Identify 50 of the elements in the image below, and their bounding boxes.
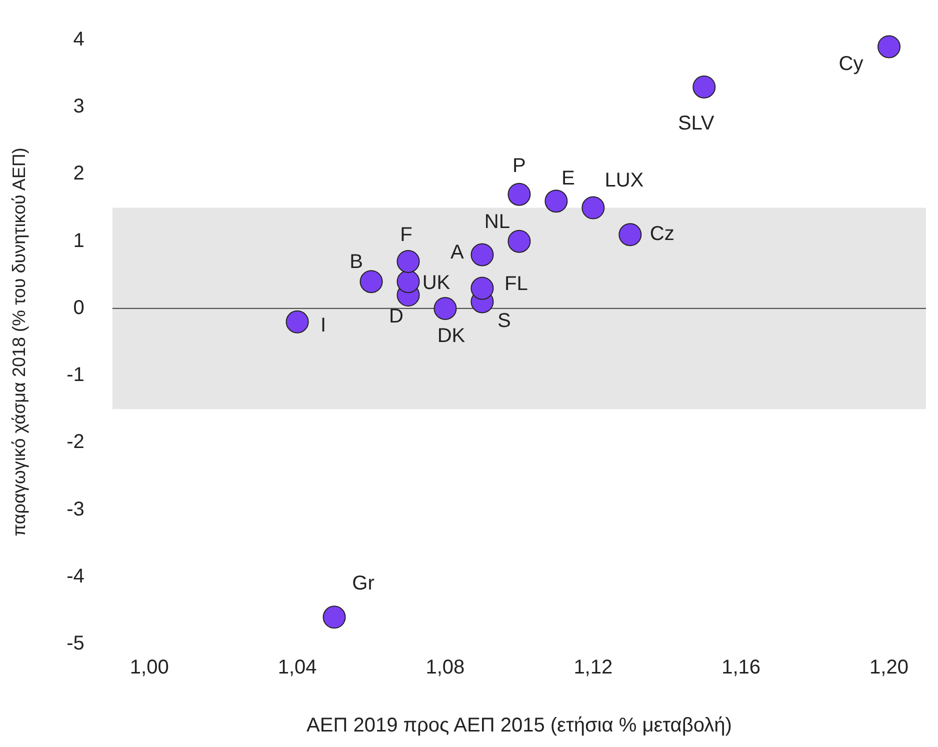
y-tick-label: 2 (73, 162, 84, 185)
series-label: UK (422, 272, 451, 294)
y-tick-label: 1 (73, 230, 84, 252)
point (692, 75, 716, 98)
y-tick-label: 3 (73, 96, 84, 118)
y-tick-label: -3 (66, 498, 84, 520)
series-label: D (389, 306, 404, 328)
x-tick-label: 1,16 (722, 656, 761, 679)
y-tick-label: -2 (66, 431, 84, 454)
point (396, 270, 420, 294)
series-label: FL (504, 272, 528, 295)
series-label: Cz (650, 223, 674, 246)
series-label: SLV (678, 112, 715, 134)
series-label: Cy (838, 53, 864, 76)
point (396, 250, 420, 273)
y-tick-label: 4 (73, 28, 84, 51)
point (508, 230, 531, 253)
series-label: P (512, 154, 526, 177)
series-label: A (450, 241, 465, 264)
point (582, 196, 605, 220)
series-label: I (320, 314, 326, 336)
x-tick-label: 1,04 (278, 656, 317, 679)
x-tick-label: 1,12 (574, 656, 613, 679)
series-label: E (562, 168, 575, 190)
y-tick-label: -4 (66, 565, 84, 588)
x-tick-label: 1,00 (130, 656, 169, 679)
point (878, 35, 901, 58)
point (470, 243, 494, 266)
point (434, 296, 457, 320)
series-label: F (400, 224, 412, 246)
point (508, 182, 531, 206)
series-label: B (350, 251, 363, 274)
point (360, 270, 383, 294)
x-tick-label: 1,20 (870, 656, 908, 679)
y-tick-label: 0 (73, 296, 84, 319)
series-label: DK (437, 324, 466, 347)
series-label: LUX (604, 169, 644, 192)
point (618, 223, 642, 246)
series-label: NL (484, 210, 510, 233)
point (544, 190, 568, 213)
y-axis-title: παραγωγικό χάσμα 2018 (% του δυνητικού ΑΕΠ) (8, 148, 29, 536)
y-tick-label: -5 (66, 632, 84, 655)
point (286, 310, 309, 334)
series-label: S (498, 310, 511, 332)
point (322, 606, 346, 629)
x-tick-label: 1,08 (426, 656, 465, 679)
series-label: Gr (352, 572, 375, 595)
point (470, 276, 494, 300)
x-axis-title: ΑΕΠ 2019 προς ΑΕΠ 2015 (ετήσια % μεταβολή) (306, 714, 732, 737)
y-tick-label: -1 (66, 364, 84, 386)
